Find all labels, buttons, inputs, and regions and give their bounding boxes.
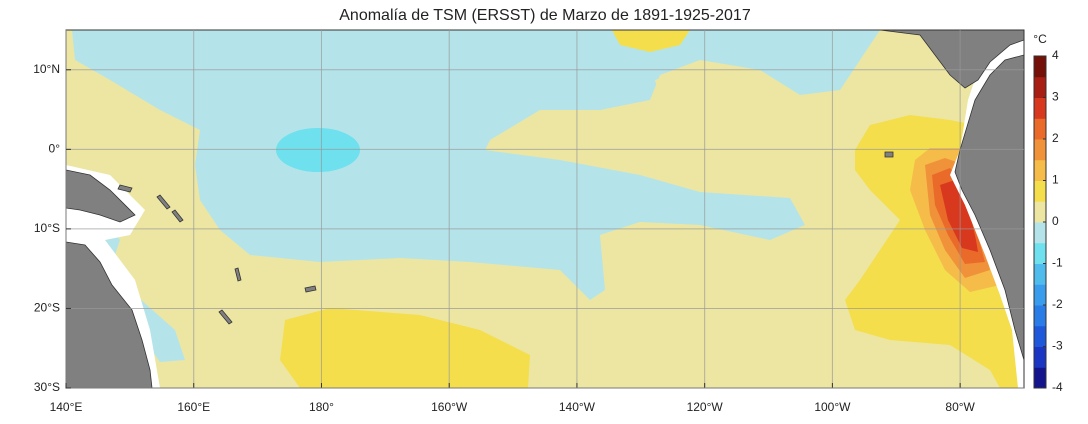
islands [117, 151, 894, 325]
x-tick-label: 160°E [177, 400, 210, 414]
colorbar-segment [1034, 56, 1046, 78]
colorbar-tick-label: 1 [1052, 173, 1059, 187]
colorbar-tick-label: -2 [1052, 297, 1063, 311]
y-tick-label: 0° [49, 142, 61, 156]
warm-region [940, 180, 978, 252]
colorbar-segment [1034, 242, 1046, 264]
colorbar-unit: °C [1033, 32, 1047, 46]
colorbar-tick-label: -4 [1052, 380, 1063, 394]
colorbar-segment [1034, 201, 1046, 223]
colorbar-segment [1034, 118, 1046, 140]
cool-core [276, 128, 360, 172]
colorbar-tick-label: 4 [1052, 48, 1059, 62]
colorbar-segment [1034, 325, 1046, 347]
colorbar-segment [1034, 305, 1046, 327]
south-america [954, 54, 1024, 361]
colorbar-segment [1034, 263, 1046, 285]
colorbar-segment [1034, 180, 1046, 202]
colorbar-segment [1034, 284, 1046, 306]
colorbar-segment [1034, 159, 1046, 181]
colorbar-tick-label: 0 [1052, 214, 1059, 228]
x-tick-label: 80°W [945, 400, 975, 414]
warm-patch [655, 65, 780, 120]
anomaly-field [66, 30, 1024, 388]
y-tick-label: 20°S [34, 301, 60, 315]
x-tick-label: 180° [309, 400, 334, 414]
new-guinea [66, 169, 136, 223]
x-tick-label: 160°W [431, 400, 468, 414]
australia [66, 241, 153, 388]
colorbar-segment [1034, 367, 1046, 389]
x-tick-label: 140°E [50, 400, 83, 414]
colorbar-segment [1034, 97, 1046, 119]
colorbar-segment [1034, 76, 1046, 98]
central-america [879, 30, 1024, 89]
y-tick-label: 30°S [34, 380, 60, 394]
y-tick-label: 10°N [33, 62, 60, 76]
colorbar-segment [1034, 139, 1046, 161]
cool-region [72, 30, 880, 300]
colorbar-segment [1034, 346, 1046, 368]
x-tick-label: 100°W [814, 400, 851, 414]
colorbar-tick-label: 3 [1052, 90, 1059, 104]
x-tick-label: 120°W [687, 400, 724, 414]
x-tick-label: 140°W [559, 400, 596, 414]
colorbar-segment [1034, 222, 1046, 244]
warm-region [280, 308, 530, 388]
colorbar-tick-label: -3 [1052, 339, 1063, 353]
colorbar-tick-label: 2 [1052, 131, 1059, 145]
y-tick-label: 10°S [34, 221, 60, 235]
map-title: Anomalía de TSM (ERSST) de Marzo de 1891… [339, 7, 751, 24]
warm-region [612, 30, 690, 52]
colorbar-tick-label: -1 [1052, 256, 1063, 270]
